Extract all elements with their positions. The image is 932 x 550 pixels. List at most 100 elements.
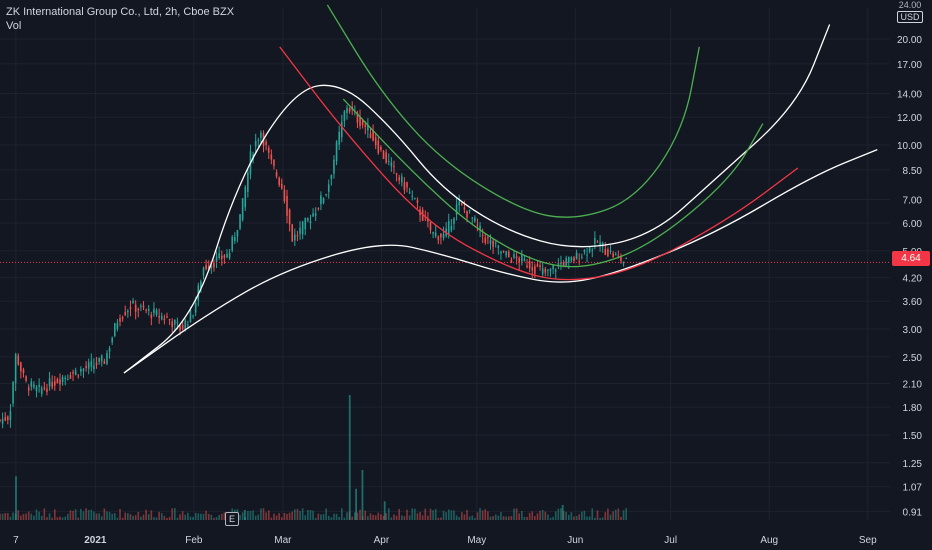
candle-body	[192, 315, 194, 317]
currency-badge[interactable]: 24.00 USD	[894, 0, 926, 23]
candle-body	[294, 234, 296, 241]
volume-bar	[283, 512, 286, 520]
candle-body	[599, 242, 601, 246]
candle-body	[406, 182, 408, 188]
volume-bar	[171, 508, 173, 520]
volume-bar	[408, 515, 411, 520]
candle-body	[215, 256, 218, 263]
volume-bar	[189, 516, 192, 520]
volume-bar	[479, 508, 481, 520]
volume-bar	[121, 517, 124, 520]
candle-body	[359, 116, 361, 127]
volume-bar	[567, 514, 570, 520]
candle-body	[231, 236, 234, 251]
candle-body	[140, 305, 142, 307]
candle-body	[241, 198, 244, 220]
candle-body	[567, 256, 570, 263]
candle-body	[59, 379, 61, 385]
x-tick-label: Feb	[185, 535, 203, 546]
candle-body	[265, 141, 267, 145]
candle-body	[218, 253, 220, 258]
price-axis[interactable]: 20.0017.0014.0012.0010.008.507.006.005.0…	[897, 35, 922, 518]
volume-bar	[150, 510, 153, 520]
volume-bar	[317, 513, 320, 520]
volume-bar	[85, 508, 87, 520]
candle-body	[176, 321, 179, 323]
volume-bar	[286, 513, 288, 520]
volume-bar	[586, 516, 588, 520]
candle-body	[411, 195, 414, 197]
volume-bar	[116, 517, 119, 520]
volume-bar	[187, 512, 189, 520]
volume-bar	[351, 516, 354, 520]
candle-body	[223, 255, 226, 258]
volume-bar	[294, 509, 296, 520]
time-axis[interactable]: 7 2021 Feb Mar Apr May Jun Jul Aug Sep	[13, 535, 877, 546]
candle-body	[304, 217, 307, 230]
volume-bar	[560, 508, 562, 520]
candle-body	[625, 258, 627, 260]
volume-bar	[617, 508, 620, 520]
candle-body	[343, 111, 346, 122]
volume-bar	[299, 510, 301, 520]
drawing-overlays[interactable]	[123, 4, 878, 374]
candle-body	[106, 353, 108, 364]
volume-bar	[53, 509, 56, 520]
volume-bar	[343, 517, 346, 520]
candle-body	[163, 318, 166, 320]
volume-bar	[330, 517, 333, 520]
volume-bar	[267, 510, 270, 520]
volume-bar	[622, 510, 625, 520]
candle-body	[364, 124, 367, 127]
volume-bar	[30, 513, 33, 520]
candle-body	[560, 262, 562, 265]
volume-bar	[38, 511, 40, 520]
candle-body	[179, 325, 181, 331]
candle-body	[518, 258, 521, 263]
candle-body	[393, 166, 395, 168]
volume-bar	[108, 512, 111, 520]
candle-body	[463, 207, 466, 210]
volume-bar	[575, 516, 578, 520]
volume-bar	[380, 514, 382, 520]
candle-body	[74, 370, 77, 375]
volume-bar	[513, 508, 515, 520]
volume-label[interactable]: Vol	[6, 20, 22, 32]
volume-bar	[249, 510, 252, 520]
candle-body	[453, 218, 455, 224]
candle-body	[309, 221, 312, 224]
volume-bar	[132, 515, 134, 520]
volume-bar	[67, 513, 69, 520]
volume-bar	[74, 509, 77, 520]
candle-body	[127, 310, 129, 313]
candle-body	[301, 221, 304, 235]
volume-bar	[393, 514, 395, 520]
y-tick-label: 4.20	[903, 274, 923, 285]
candle-body	[607, 249, 609, 256]
volume-bar	[147, 514, 150, 520]
symbol-title[interactable]: ZK International Group Co., Ltd, 2h, Cbo…	[6, 6, 235, 18]
candle-body	[437, 236, 440, 241]
current-price-tag: 4.64	[892, 251, 930, 266]
volume-bar	[471, 515, 474, 520]
candle-body	[132, 301, 134, 304]
volume-bar	[447, 509, 450, 520]
volume-bar	[476, 512, 479, 520]
volume-bar	[382, 515, 385, 520]
earnings-event-marker[interactable]: E	[225, 512, 239, 526]
candle-body	[531, 267, 534, 271]
volume-bar	[43, 508, 46, 520]
candle-body	[171, 321, 173, 328]
volume-bar	[205, 510, 207, 520]
candle-body	[64, 377, 67, 380]
candle-body	[56, 378, 59, 384]
volume-spike	[361, 470, 364, 520]
candle-body	[596, 241, 599, 243]
upper-arc-curve	[123, 24, 831, 374]
volume-bars	[0, 395, 627, 520]
volume-bar	[160, 513, 163, 520]
volume-bar	[581, 511, 583, 520]
volume-bar	[0, 513, 1, 520]
y-tick-label: 12.00	[897, 113, 922, 124]
